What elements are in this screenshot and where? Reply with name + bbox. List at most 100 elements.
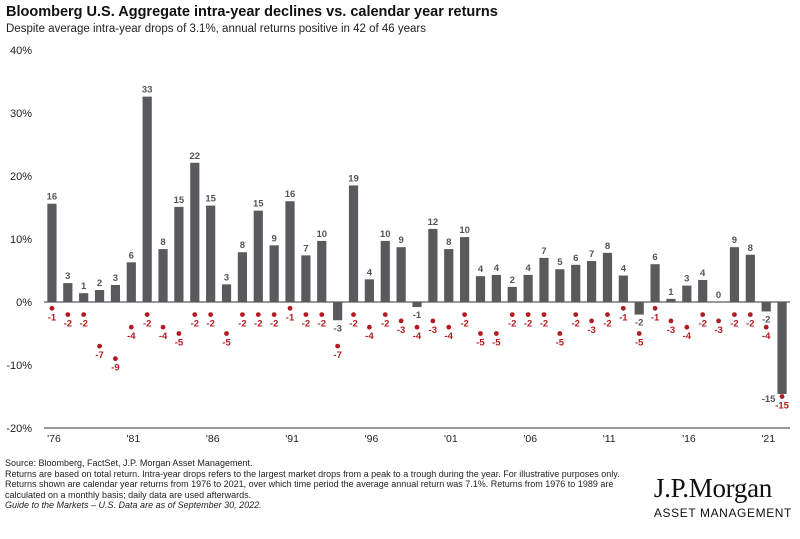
intra-year-drop-dot (255, 312, 261, 317)
annual-return-label: 2 (510, 275, 515, 286)
annual-return-label: 12 (428, 217, 439, 228)
intra-year-drop-dot (605, 312, 610, 317)
intra-year-drop-dot (224, 331, 229, 336)
annual-return-bar (475, 276, 486, 302)
footnotes: Source: Bloomberg, FactSet, J.P. Morgan … (5, 458, 630, 511)
intra-year-drop-label: -2 (191, 319, 199, 330)
intra-year-drop-label: -5 (492, 338, 501, 349)
intra-year-drop-dot (462, 312, 468, 317)
x-tick-label: '11 (603, 433, 616, 445)
intra-year-drop-dot (446, 324, 452, 330)
annual-return-bar (444, 249, 454, 302)
x-tick-label: '76 (47, 433, 61, 445)
intra-year-drop-label: -1 (619, 312, 628, 323)
annual-return-label: 4 (494, 263, 500, 274)
annual-return-label: 9 (398, 235, 403, 246)
intra-year-drop-label: -2 (603, 319, 611, 330)
intra-year-drop-dot (636, 331, 642, 336)
intra-year-drop-dot (541, 312, 547, 317)
intra-year-drop-dot (351, 312, 356, 317)
intra-year-drop-label: -2 (254, 319, 262, 330)
annual-return-bar (666, 298, 676, 302)
annual-return-bar (190, 162, 200, 302)
intra-year-drop-label: -3 (587, 325, 595, 336)
footnote-source: Source: Bloomberg, FactSet, J.P. Morgan … (5, 458, 253, 468)
intra-year-drop-label: -2 (524, 319, 532, 330)
logo-name: J.P.Morgan (653, 473, 772, 503)
intra-year-drop-dot (192, 312, 198, 317)
intra-year-drop-dot (65, 312, 71, 317)
drops-layer (49, 305, 785, 399)
intra-year-drop-label: -5 (635, 338, 644, 349)
ytd-return-label: -15 (762, 394, 776, 405)
intra-year-drop-dot (557, 331, 563, 336)
intra-year-drop-dot (573, 312, 579, 317)
chart-subtitle: Despite average intra-year drops of 3.1%… (6, 23, 426, 35)
intra-year-drop-label: -5 (556, 338, 565, 349)
x-tick-label: '91 (285, 433, 299, 445)
annual-return-bar (158, 249, 168, 302)
y-tick-label: 0% (16, 297, 32, 309)
intra-year-drop-dot (668, 318, 674, 324)
annual-return-label: 5 (557, 257, 563, 268)
intra-year-drop-label: -9 (111, 363, 119, 374)
annual-return-label: 0 (716, 290, 721, 301)
chart-title: Bloomberg U.S. Aggregate intra-year decl… (6, 4, 498, 20)
intra-year-drop-label: -2 (238, 319, 246, 330)
annual-return-label: 8 (160, 237, 165, 248)
intra-year-drop-dot (97, 343, 102, 349)
intra-year-drop-label: -2 (698, 319, 706, 330)
annual-return-label: 8 (748, 243, 753, 254)
annual-return-bar (555, 269, 565, 302)
annual-return-label: 22 (189, 151, 200, 162)
intra-year-drop-label: -2 (349, 319, 357, 330)
annual-return-bar (745, 254, 755, 302)
annual-return-bar (380, 240, 390, 302)
annual-return-bar (63, 283, 73, 302)
annual-return-label: 3 (113, 273, 118, 284)
intra-year-drop-label: -2 (79, 319, 87, 330)
annual-return-label: 9 (272, 233, 277, 244)
y-tick-label: 20% (10, 171, 32, 183)
annual-return-label: -2 (635, 318, 643, 329)
intra-year-drop-dot (620, 305, 626, 311)
intra-year-drop-label: -5 (175, 338, 184, 349)
annual-return-bar (634, 302, 644, 315)
annual-return-label: 3 (65, 271, 70, 282)
annual-return-bar (396, 247, 406, 302)
annual-return-bar (682, 285, 692, 302)
annual-return-bar (79, 293, 89, 302)
intra-year-drop-label: -2 (302, 319, 310, 330)
annual-return-label: 4 (478, 264, 484, 275)
intra-year-drop-dot (700, 312, 706, 317)
intra-year-drop-label: -2 (540, 319, 548, 330)
annual-return-bar (110, 284, 121, 302)
intra-year-drop-label: -3 (714, 325, 722, 336)
annual-return-bar (47, 203, 57, 302)
annual-return-label: 7 (303, 243, 308, 254)
intra-year-drop-dot (287, 305, 293, 311)
intra-year-drop-dot (176, 331, 182, 336)
annual-return-label: 4 (367, 267, 373, 278)
intra-year-drop-label: -4 (127, 331, 136, 342)
annual-return-bar (523, 274, 533, 302)
x-tick-label: '96 (365, 433, 379, 445)
intra-year-drop-dot (652, 305, 658, 311)
intra-year-drop-dot (478, 331, 483, 336)
annual-return-bar (507, 286, 517, 302)
intra-year-drop-dot (319, 312, 325, 317)
footnote-methodology: Returns are based on total return. Intra… (5, 468, 620, 500)
annual-return-label: 6 (573, 253, 578, 264)
annual-return-label: 3 (224, 272, 229, 283)
annual-return-label: 4 (525, 263, 531, 274)
ytd-return-bar (777, 302, 787, 394)
intra-year-drop-label: -15 (775, 401, 789, 412)
intra-year-drop-dot (144, 312, 150, 317)
intra-year-drop-dot (382, 312, 388, 317)
intra-year-drop-dot (128, 324, 134, 330)
intra-year-drop-label: -4 (413, 331, 422, 342)
annual-return-bar (364, 279, 374, 302)
intra-year-drop-label: -4 (365, 331, 374, 342)
annual-return-bar (539, 257, 549, 302)
